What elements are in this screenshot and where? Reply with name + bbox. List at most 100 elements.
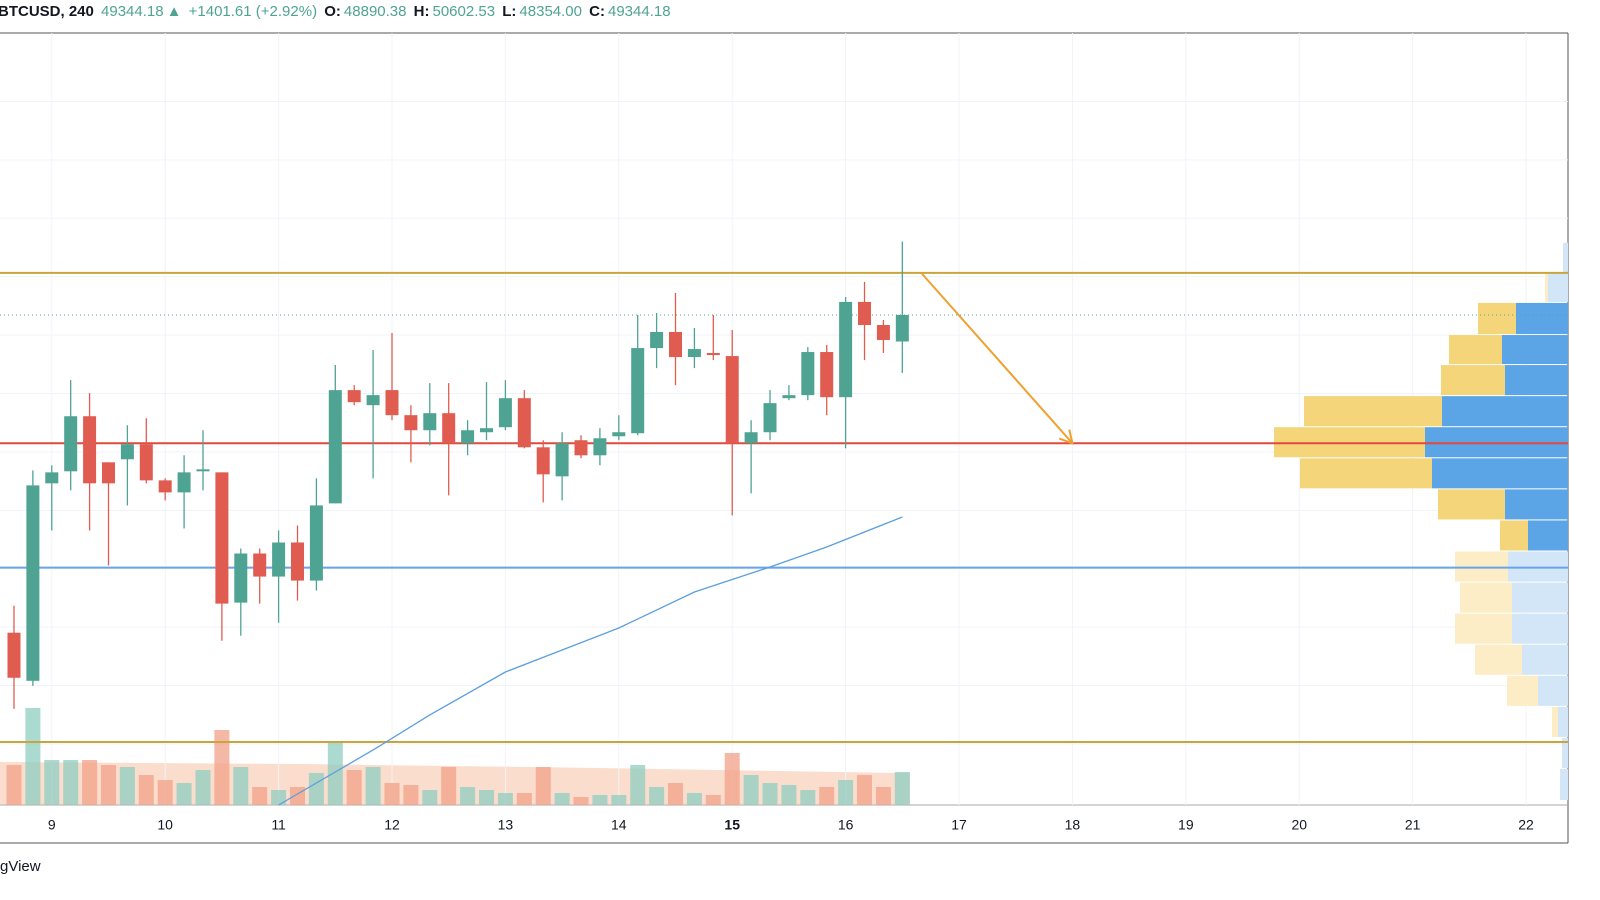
ma-line [278,516,903,806]
candle-body [706,353,720,356]
volume-bar [157,780,173,805]
candle-body [820,352,834,398]
candle-body [309,505,323,581]
volume-bar [308,773,324,805]
l-label: L: [502,3,517,20]
profile-up [1508,551,1568,582]
arrow-line [920,272,1074,444]
change-arrow: ▲ [166,3,182,20]
x-tick-label: 16 [838,817,854,833]
candle-body [83,416,97,484]
x-tick-label: 15 [724,817,740,833]
profile-down [1545,272,1548,302]
symbol: BTCUSD, 240 [0,3,94,20]
profile-down [1460,582,1512,613]
profile-down [1475,644,1522,675]
candle-body [120,444,134,460]
profile-down [1507,675,1538,706]
candle-body [536,447,550,475]
profile-up [1516,302,1568,335]
profile-down [1274,427,1425,458]
profile-up [1522,644,1568,675]
candle-body [763,403,777,433]
volume-bar [743,775,759,805]
volume-bar [592,795,608,805]
profile-up [1425,427,1568,458]
volume-bar [630,765,646,805]
candle-body [858,301,872,325]
candle-body [574,440,588,456]
volume-bar [800,790,816,805]
volume-bar [176,783,192,805]
x-tick-label: 13 [498,817,514,833]
candle-body [272,542,286,577]
volume-bar [44,760,60,805]
candle-body [517,398,531,448]
candle-body [328,390,342,504]
candle-body [158,480,172,493]
volume-bar [289,787,305,805]
volume-bar [138,775,154,805]
profile-up [1563,242,1568,272]
candle-body [498,398,512,428]
candle-body [593,438,607,456]
profile-up [1528,520,1568,551]
profile-down [1438,489,1505,520]
volume-bar [894,772,910,805]
candle-body [177,472,191,493]
volume-bar [346,770,362,805]
l-value: 48354.00 [519,3,582,20]
volume-bar [838,780,854,805]
profile-down [1552,706,1558,737]
profile-up [1512,613,1568,644]
volume-bar [857,775,873,805]
volume-bar [781,785,797,805]
candle-body [139,444,153,481]
x-tick-label: 14 [611,817,627,833]
profile-up [1505,365,1568,396]
candle-body [442,413,456,444]
h-label: H: [413,3,430,20]
volume-bar [365,767,381,805]
candle-body [555,443,569,477]
volume-bar [686,793,702,805]
x-tick-label: 11 [271,817,286,833]
volume-bar [573,797,589,805]
candle-body [744,432,758,444]
volume-bar [724,753,740,805]
volume-bar [195,770,211,805]
volume-bar [668,783,684,805]
candle-body [669,331,683,358]
last-price: 49344.18 [101,3,164,20]
candle-body [45,472,59,484]
volume-bar [762,783,778,805]
o-label: O: [324,3,341,20]
volume-bar [25,708,41,805]
profile-up [1538,675,1568,706]
volume-bar [479,790,495,805]
volume-bar [271,790,287,805]
candle-body [26,485,40,681]
profile-up [1560,769,1568,801]
profile-down [1500,520,1528,551]
x-tick-label: 9 [48,817,56,833]
profile-down [1304,396,1442,427]
candle-body [290,542,304,581]
volume-bar [119,767,135,805]
candle-body [215,472,229,604]
candle-body [253,553,267,577]
profile-up [1548,272,1568,302]
c-value: 49344.18 [608,3,671,20]
candle-body [234,553,248,603]
x-tick-label: 21 [1405,817,1421,833]
candle-body [366,395,380,406]
candle-body [631,348,645,434]
candle-body [876,324,890,341]
volume-bar [460,787,476,805]
candle-body [612,432,626,437]
candle-body [423,413,437,431]
volume-bar [100,765,116,805]
profile-up [1505,489,1568,520]
